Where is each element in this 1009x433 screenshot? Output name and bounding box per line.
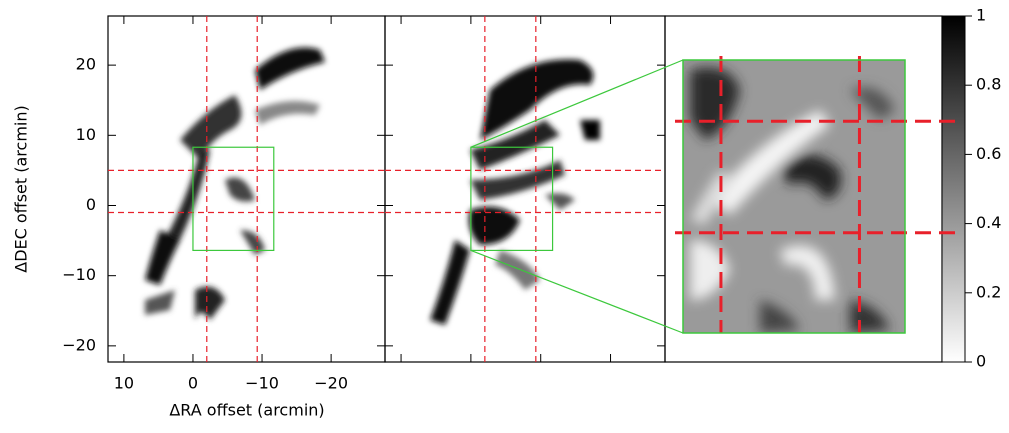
- zoom-image: [683, 60, 905, 333]
- y-tick-label: −10: [62, 265, 96, 284]
- colorbar-tick-label: 1: [976, 6, 986, 25]
- zoom-frame: [682, 59, 906, 334]
- map-image-middle: [430, 59, 600, 325]
- x-tick-label: 0: [188, 374, 198, 393]
- colorbar-tick-label: 0: [976, 352, 986, 371]
- y-tick-label: 0: [86, 195, 96, 214]
- x-tick-label: −10: [245, 374, 279, 393]
- y-tick-label: −20: [62, 335, 96, 354]
- x-axis-label: ΔRA offset (arcmin): [169, 401, 324, 420]
- zoom-box: [192, 146, 275, 252]
- y-tick-label: 10: [76, 125, 96, 144]
- colorbar: [941, 15, 966, 363]
- colorbar-tick-label: 0.4: [976, 213, 1001, 232]
- zoom-connector: [470, 59, 684, 148]
- colorbar-tick-label: 0.8: [976, 75, 1001, 94]
- y-axis-label: ΔDEC offset (arcmin): [12, 105, 31, 272]
- x-tick-label: 10: [114, 374, 134, 393]
- colorbar-tick-label: 0.6: [976, 144, 1001, 163]
- colorbar-tick-label: 0.2: [976, 282, 1001, 301]
- zoom-connector: [470, 249, 684, 334]
- map-image-left: [145, 47, 325, 320]
- y-tick-label: 20: [76, 55, 96, 74]
- x-tick-label: −20: [314, 374, 348, 393]
- zoom-box: [470, 146, 554, 252]
